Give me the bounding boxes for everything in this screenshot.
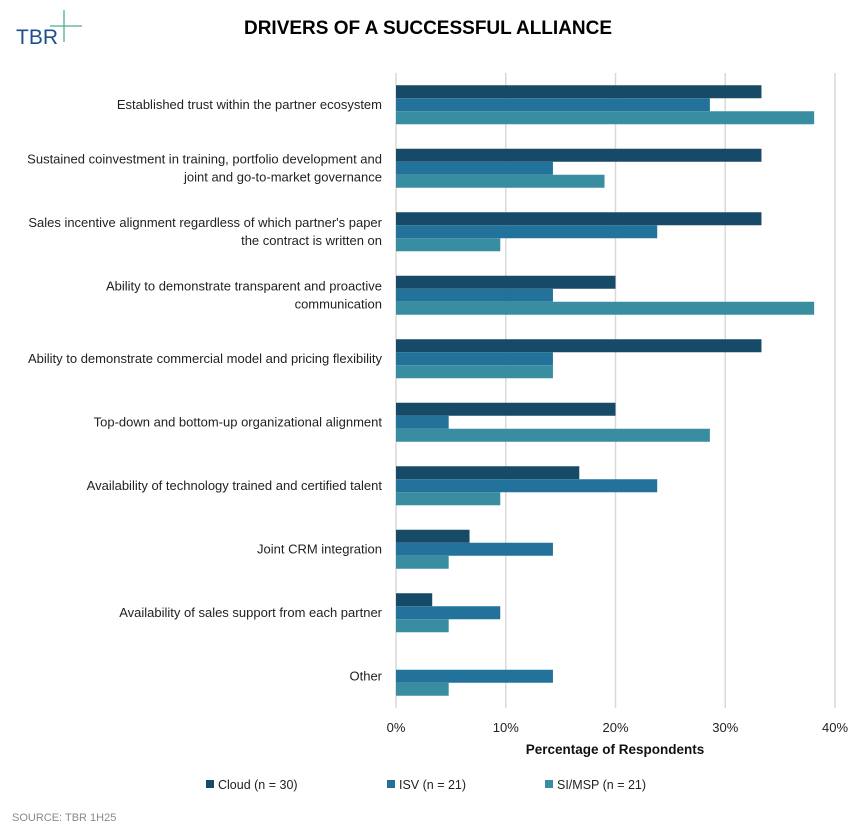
category-label: Established trust within the partner eco… [117,97,382,112]
bar-isv-2 [396,225,658,239]
bar-simsp-7 [396,555,449,569]
bar-simsp-4 [396,365,553,379]
category-label: Sales incentive alignment regardless of … [28,215,382,230]
category-label: communication [295,296,382,311]
bar-cloud-4 [396,339,762,353]
bar-isv-0 [396,98,710,112]
category-label: the contract is written on [241,233,382,248]
bar-simsp-0 [396,111,815,125]
bar-cloud-8 [396,593,433,607]
category-label: Ability to demonstrate transparent and p… [106,278,382,293]
x-tick-label: 0% [387,720,406,735]
category-label: Other [349,668,382,683]
bar-isv-5 [396,415,449,429]
x-axis-label: Percentage of Respondents [526,742,705,757]
category-label: Ability to demonstrate commercial model … [28,351,383,366]
bar-simsp-8 [396,619,449,633]
x-tick-label: 10% [493,720,519,735]
bar-simsp-5 [396,428,710,442]
legend-swatch [387,780,395,788]
legend-item: ISV (n = 21) [399,778,466,792]
x-tick-label: 20% [602,720,628,735]
category-label: Availability of sales support from each … [119,605,382,620]
bar-cloud-3 [396,275,616,289]
bar-cloud-7 [396,529,470,543]
bar-isv-6 [396,479,658,493]
bar-isv-4 [396,352,553,366]
category-label: joint and go-to-market governance [183,169,382,184]
category-label: Joint CRM integration [257,541,382,556]
source-note: SOURCE: TBR 1H25 [12,812,116,824]
bar-cloud-6 [396,466,580,480]
category-label: Top-down and bottom-up organizational al… [94,414,383,429]
bar-isv-9 [396,669,553,683]
bar-cloud-0 [396,85,762,99]
bar-simsp-3 [396,301,815,315]
bar-simsp-2 [396,238,501,252]
x-tick-label: 30% [712,720,738,735]
bar-simsp-6 [396,492,501,506]
legend-swatch [545,780,553,788]
bar-isv-8 [396,606,501,620]
bar-isv-7 [396,542,553,556]
category-label: Sustained coinvestment in training, port… [27,151,382,166]
legend-swatch [206,780,214,788]
chart-title: DRIVERS OF A SUCCESSFUL ALLIANCE [244,18,612,39]
category-label: Availability of technology trained and c… [87,478,383,493]
bar-cloud-5 [396,402,616,416]
legend-item: SI/MSP (n = 21) [557,778,646,792]
bar-cloud-2 [396,212,762,226]
bar-simsp-1 [396,174,605,188]
bar-simsp-9 [396,682,449,696]
legend: Cloud (n = 30) ISV (n = 21) SI/MSP (n = 21… [206,778,646,792]
bar-isv-1 [396,161,553,175]
bar-isv-3 [396,288,553,302]
x-tick-label: 40% [822,720,848,735]
legend-item: Cloud (n = 30) [218,778,298,792]
bar-cloud-1 [396,148,762,162]
logo-text: TBR [16,26,58,49]
tbr-logo: TBR [16,10,82,49]
